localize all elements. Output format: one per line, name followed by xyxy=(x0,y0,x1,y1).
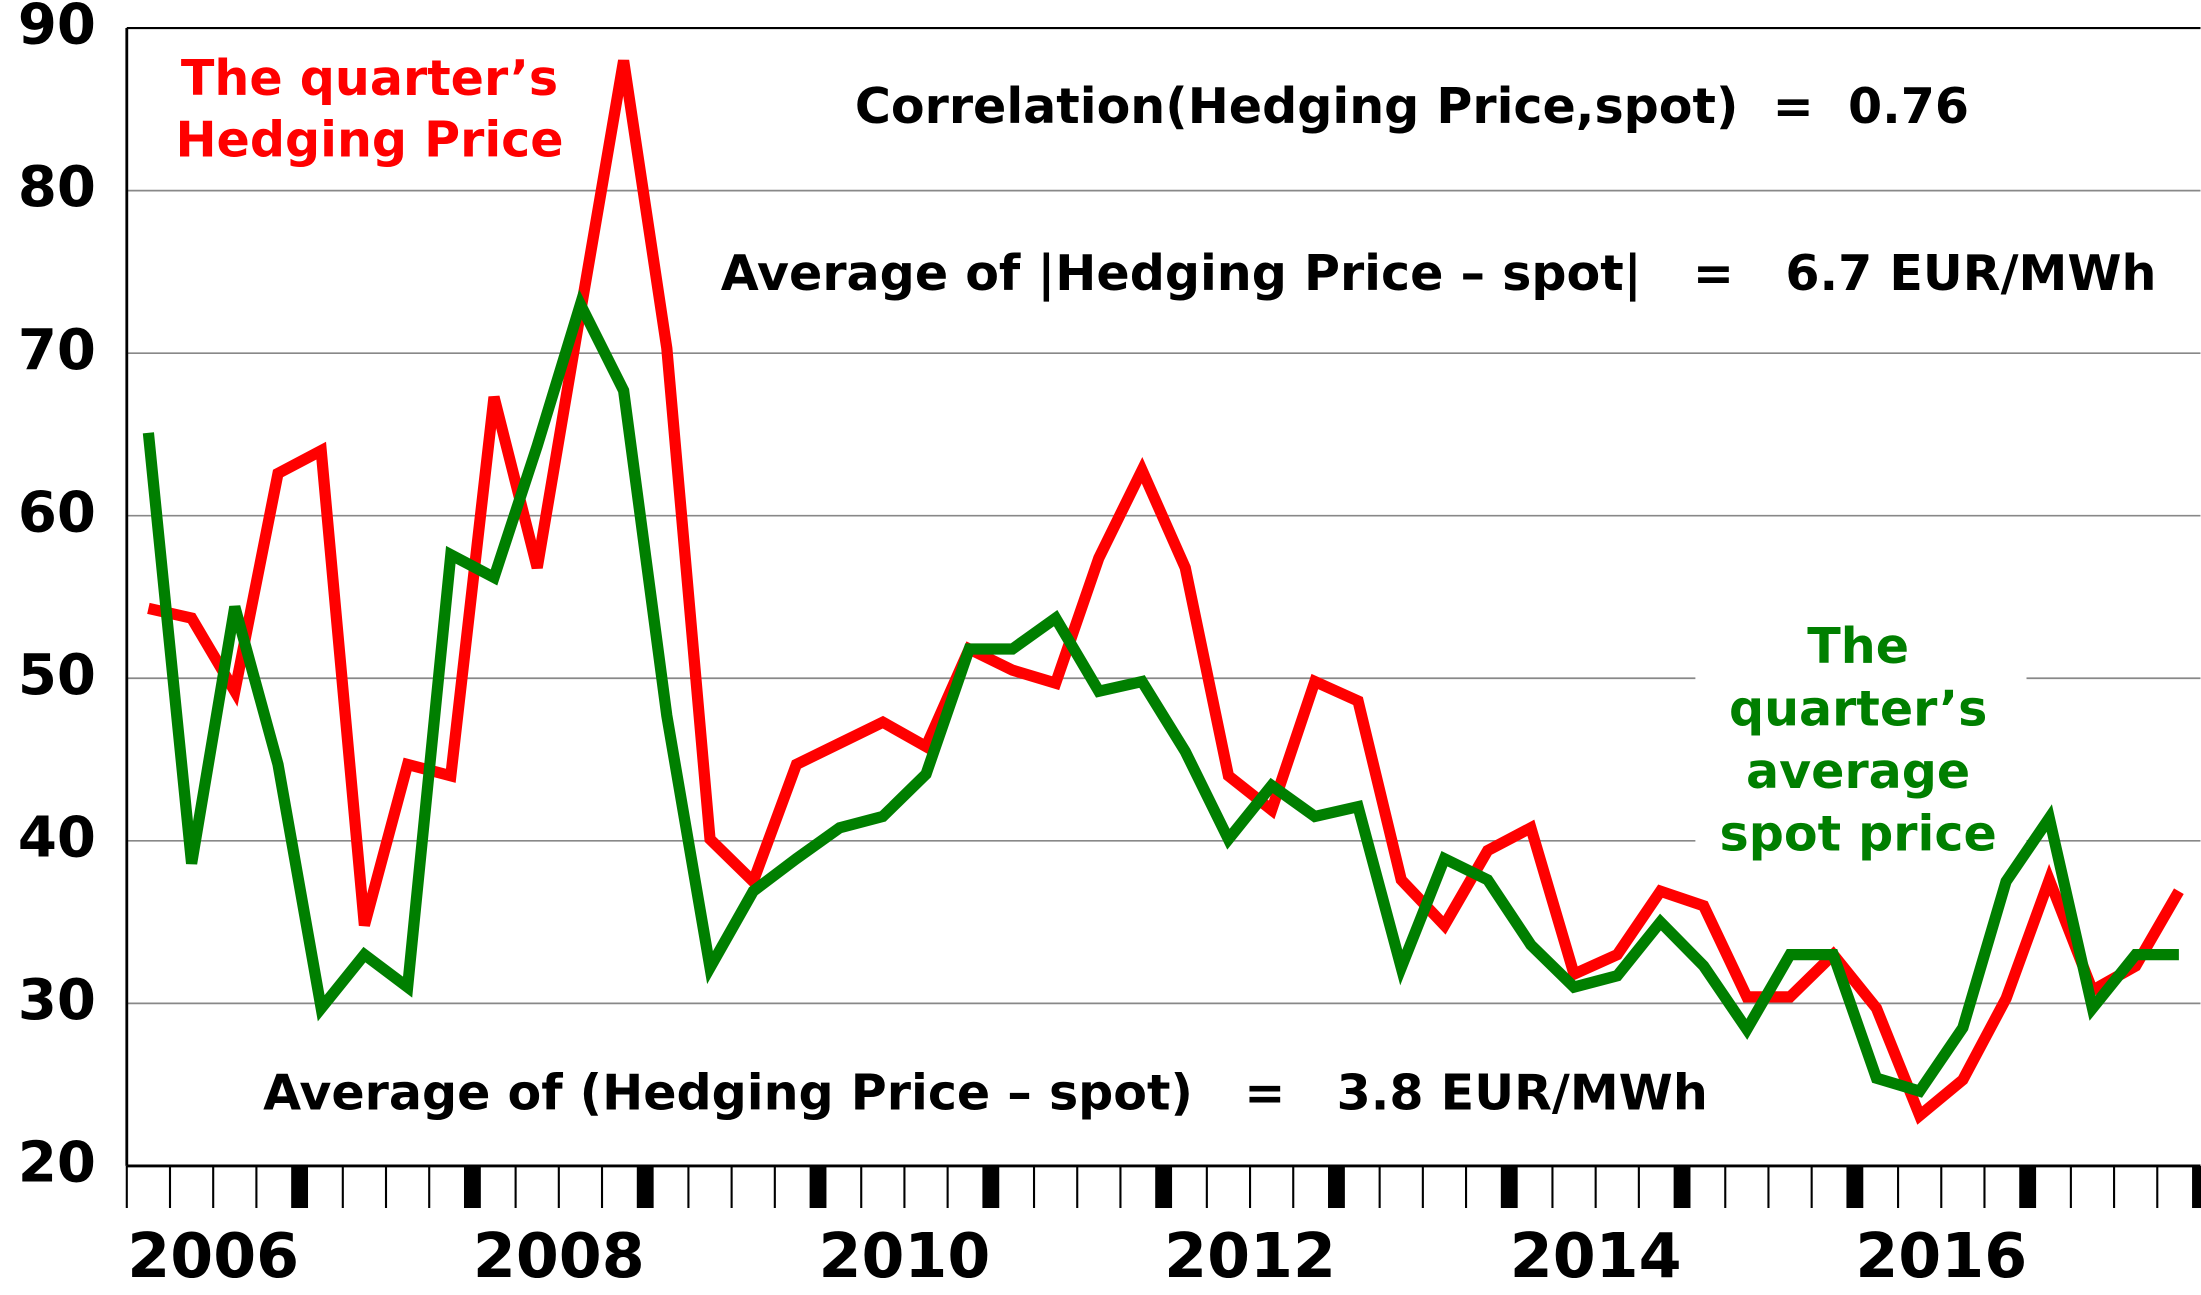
series-line xyxy=(142,289,2179,1098)
y-tick-label: 90 xyxy=(18,0,96,58)
year-tick xyxy=(1155,1165,1173,1209)
series-label: The xyxy=(1807,617,1909,675)
label-background xyxy=(1695,614,2027,868)
y-tick-label: 40 xyxy=(18,805,96,870)
series-label: Hedging Price xyxy=(175,111,563,169)
year-tick xyxy=(809,1165,827,1209)
year-tick xyxy=(463,1165,481,1209)
x-tick-label: 2014 xyxy=(1510,1220,1682,1292)
x-tick-label: 2012 xyxy=(1164,1220,1336,1292)
y-tick-label: 80 xyxy=(18,155,96,220)
y-tick-label: 20 xyxy=(18,1131,96,1196)
annotation: Average of (Hedging Price – spot) = 3.8 … xyxy=(263,1063,1708,1121)
year-tick xyxy=(1328,1165,1345,1209)
y-tick-label: 70 xyxy=(18,318,96,383)
x-tick-label: 2006 xyxy=(127,1220,299,1292)
x-tick-label: 2016 xyxy=(1855,1220,2027,1292)
series-label: spot price xyxy=(1720,804,1997,862)
annotation: Correlation(Hedging Price,spot) = 0.76 xyxy=(855,77,1969,135)
year-tick xyxy=(1500,1165,1518,1209)
annotation: Average of |Hedging Price – spot| = 6.7 … xyxy=(721,244,2157,302)
y-tick-label: 60 xyxy=(18,480,96,545)
year-tick xyxy=(2192,1165,2201,1209)
series-label: quarter’s xyxy=(1729,680,1987,738)
year-tick xyxy=(636,1165,654,1209)
y-tick-label: 50 xyxy=(18,643,96,708)
year-tick xyxy=(982,1165,1000,1209)
year-tick xyxy=(1846,1165,1864,1209)
x-tick-label: 2008 xyxy=(473,1220,645,1292)
x-tick-label: 2010 xyxy=(819,1220,991,1292)
y-tick-label: 30 xyxy=(18,968,96,1033)
year-tick xyxy=(1673,1165,1691,1209)
series-label: average xyxy=(1746,742,1970,800)
year-tick xyxy=(2019,1165,2037,1209)
series-label: The quarter’s xyxy=(181,49,558,107)
year-tick xyxy=(291,1165,309,1209)
